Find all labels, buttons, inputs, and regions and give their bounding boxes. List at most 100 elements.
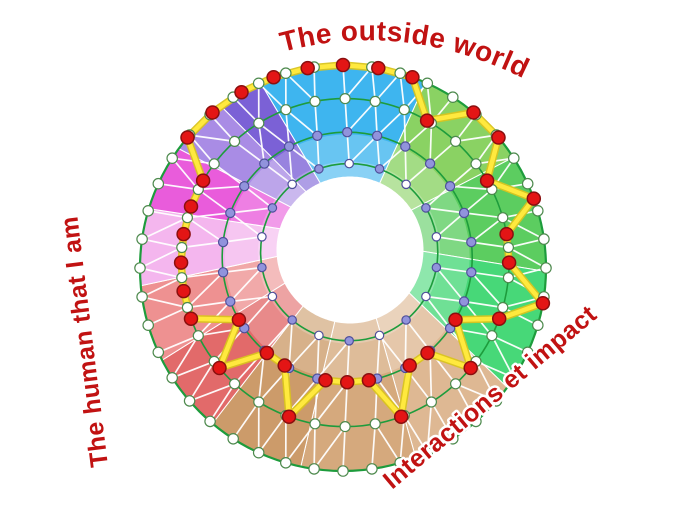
node [142,319,154,331]
mesh-line [197,185,246,191]
node [181,212,193,224]
mesh-line [313,422,316,470]
mesh-line [405,162,431,186]
mesh-line [378,145,407,170]
mesh-line [257,122,290,148]
mesh-line [454,382,477,423]
node [466,267,477,278]
mesh-line [346,100,377,134]
inner-fade-1 [257,161,441,344]
node [344,158,354,169]
mesh-line [376,108,406,137]
node [252,77,265,90]
node [366,463,378,475]
mesh-line [403,108,407,148]
mesh-line [435,235,473,243]
mesh-line [229,207,274,214]
label-human-that-i-am: The human that I am [55,215,114,469]
node [470,415,482,428]
node [450,135,462,147]
mesh-line [470,216,504,243]
node [312,130,323,141]
mesh-line [288,334,320,369]
node [421,77,434,90]
node [309,95,321,108]
node [502,241,514,254]
mesh-line [188,360,216,402]
score-node [266,69,281,85]
node [458,207,470,219]
node [371,130,383,141]
mesh-line [232,96,260,125]
mesh-line [507,246,547,269]
score-node [300,60,315,76]
node [253,117,265,129]
score-node [371,60,386,76]
score-node [195,173,211,188]
mesh-line [344,381,349,428]
node [400,141,411,152]
node [466,236,477,248]
node [486,330,498,342]
score-node [448,312,463,327]
node [136,291,148,303]
mesh-line [344,66,373,100]
mesh-line [229,295,274,303]
score-node [231,312,247,327]
mesh-line [425,207,465,214]
score-node [463,360,478,376]
mesh-line [288,145,294,186]
mesh-line [405,319,431,352]
mesh-line [284,72,316,103]
node [225,296,236,307]
node [421,291,431,302]
mesh-line [426,401,433,454]
mesh-line [243,185,274,209]
node [279,67,292,79]
node [166,152,178,164]
mesh-line [314,100,319,137]
score-node [419,113,435,128]
score-node [535,296,551,311]
mesh-line [470,271,510,279]
mesh-line [463,212,504,219]
mesh-line [209,382,236,423]
mesh-line [463,300,504,309]
node [507,152,520,164]
node [314,330,324,341]
node [267,203,278,213]
mesh-line [186,271,224,309]
mesh-line [470,241,510,249]
mesh-line [222,235,263,243]
mesh-line [454,134,498,143]
score-node [234,84,249,100]
node [342,126,353,138]
node [425,396,437,408]
node [204,415,216,428]
node [424,158,436,169]
score-node [281,409,297,424]
mesh-line [371,422,377,470]
mesh-line [263,162,294,186]
score-node [212,360,227,376]
mesh-line [425,295,465,303]
node [470,158,482,170]
node [253,396,265,408]
mesh-line [425,295,451,330]
mesh-line [229,212,263,238]
node [229,135,241,147]
node [540,262,552,274]
mesh-line [378,334,407,369]
node [507,371,520,384]
node [287,315,297,325]
node [225,207,236,219]
node [490,395,503,407]
mesh-line [186,212,232,219]
node [374,330,385,341]
node [369,418,381,430]
node [531,205,544,217]
score-node [259,345,275,361]
mesh-line [139,246,183,269]
mesh-line [475,360,515,379]
